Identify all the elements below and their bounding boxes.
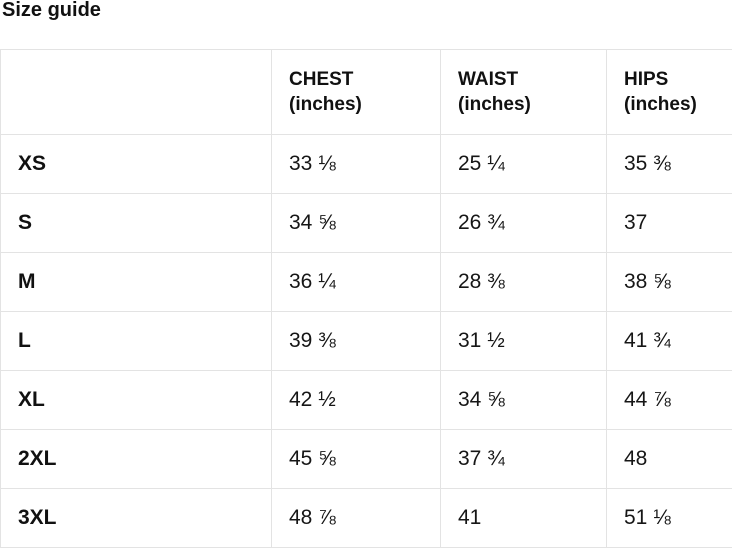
table-row-3xl: 3XL 48 ⅞ 41 51 ⅛ <box>0 488 732 548</box>
chest-cell: 36 ¼ <box>271 252 441 312</box>
header-waist-label: WAIST <box>458 69 519 90</box>
table-row-m: M 36 ¼ 28 ⅜ 38 ⅝ <box>0 252 732 312</box>
header-waist-unit: (inches) <box>458 94 531 115</box>
size-cell: XL <box>0 370 272 430</box>
table-row-xs: XS 33 ⅛ 25 ¼ 35 ⅜ <box>0 134 732 194</box>
table-row-s: S 34 ⅝ 26 ¾ 37 <box>0 193 732 253</box>
size-cell: L <box>0 311 272 371</box>
size-table-header: CHEST (inches) WAIST (inches) HIPS (inch… <box>0 49 732 135</box>
chest-cell: 42 ½ <box>271 370 441 430</box>
hips-cell: 48 <box>606 429 732 489</box>
waist-cell: 41 <box>440 488 607 548</box>
waist-cell: 28 ⅜ <box>440 252 607 312</box>
hips-cell: 35 ⅜ <box>606 134 732 194</box>
size-guide-table: CHEST (inches) WAIST (inches) HIPS (inch… <box>0 49 732 548</box>
header-cell-waist: WAIST (inches) <box>440 49 607 135</box>
table-row-l: L 39 ⅜ 31 ½ 41 ¾ <box>0 311 732 371</box>
table-row-xl: XL 42 ½ 34 ⅝ 44 ⅞ <box>0 370 732 430</box>
hips-cell: 41 ¾ <box>606 311 732 371</box>
header-chest-unit: (inches) <box>289 94 362 115</box>
header-hips-label: HIPS <box>624 69 669 90</box>
header-cell-chest: CHEST (inches) <box>271 49 441 135</box>
chest-cell: 34 ⅝ <box>271 193 441 253</box>
hips-cell: 38 ⅝ <box>606 252 732 312</box>
size-cell: 3XL <box>0 488 272 548</box>
waist-cell: 25 ¼ <box>440 134 607 194</box>
header-cell-hips: HIPS (inches) <box>606 49 732 135</box>
size-cell: M <box>0 252 272 312</box>
page-title: Size guide <box>2 0 101 21</box>
waist-cell: 26 ¾ <box>440 193 607 253</box>
header-chest-label: CHEST <box>289 69 354 90</box>
table-row-2xl: 2XL 45 ⅝ 37 ¾ 48 <box>0 429 732 489</box>
chest-cell: 48 ⅞ <box>271 488 441 548</box>
header-hips-unit: (inches) <box>624 94 697 115</box>
header-row: CHEST (inches) WAIST (inches) HIPS (inch… <box>0 49 732 135</box>
hips-cell: 44 ⅞ <box>606 370 732 430</box>
chest-cell: 45 ⅝ <box>271 429 441 489</box>
size-cell: S <box>0 193 272 253</box>
size-table-body: XS 33 ⅛ 25 ¼ 35 ⅜ S 34 ⅝ 26 ¾ 37 M 36 ¼ … <box>0 134 732 548</box>
waist-cell: 31 ½ <box>440 311 607 371</box>
chest-cell: 33 ⅛ <box>271 134 441 194</box>
hips-cell: 51 ⅛ <box>606 488 732 548</box>
chest-cell: 39 ⅜ <box>271 311 441 371</box>
waist-cell: 34 ⅝ <box>440 370 607 430</box>
size-cell: 2XL <box>0 429 272 489</box>
header-cell-empty <box>0 49 272 135</box>
waist-cell: 37 ¾ <box>440 429 607 489</box>
size-cell: XS <box>0 134 272 194</box>
hips-cell: 37 <box>606 193 732 253</box>
